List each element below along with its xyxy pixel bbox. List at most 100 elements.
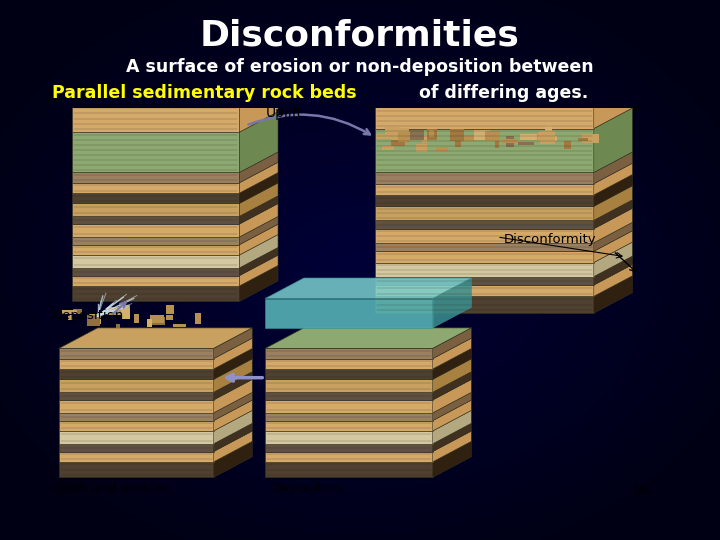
Polygon shape bbox=[59, 392, 214, 400]
Polygon shape bbox=[374, 172, 594, 184]
Polygon shape bbox=[72, 276, 239, 286]
Bar bbox=[398, 132, 410, 143]
Bar bbox=[505, 137, 514, 147]
Bar bbox=[422, 135, 426, 143]
Polygon shape bbox=[433, 410, 472, 444]
Polygon shape bbox=[374, 243, 594, 251]
Polygon shape bbox=[239, 79, 278, 132]
Polygon shape bbox=[433, 359, 472, 392]
Bar bbox=[92, 317, 99, 322]
Polygon shape bbox=[59, 359, 214, 369]
Text: Uplift: Uplift bbox=[266, 106, 303, 120]
Text: of differing ages.: of differing ages. bbox=[413, 84, 588, 102]
Polygon shape bbox=[59, 413, 214, 421]
Bar bbox=[166, 315, 174, 320]
Bar bbox=[107, 307, 118, 315]
Polygon shape bbox=[594, 46, 632, 93]
Polygon shape bbox=[214, 338, 252, 369]
Polygon shape bbox=[239, 234, 278, 268]
Bar bbox=[406, 130, 410, 140]
Bar bbox=[121, 308, 130, 319]
Polygon shape bbox=[265, 421, 433, 431]
Polygon shape bbox=[59, 451, 214, 462]
Polygon shape bbox=[239, 23, 278, 76]
Polygon shape bbox=[239, 196, 278, 224]
Polygon shape bbox=[239, 266, 278, 301]
Polygon shape bbox=[239, 255, 278, 286]
Bar bbox=[539, 132, 548, 141]
Polygon shape bbox=[72, 255, 239, 268]
Polygon shape bbox=[594, 174, 632, 206]
Bar bbox=[495, 133, 499, 147]
Polygon shape bbox=[214, 400, 252, 431]
Polygon shape bbox=[594, 242, 632, 276]
Bar bbox=[462, 135, 477, 141]
Polygon shape bbox=[59, 421, 214, 431]
Polygon shape bbox=[433, 441, 472, 477]
Polygon shape bbox=[374, 220, 594, 229]
Bar bbox=[151, 318, 166, 325]
Polygon shape bbox=[72, 132, 239, 172]
Polygon shape bbox=[72, 193, 239, 204]
Polygon shape bbox=[239, 163, 278, 193]
Polygon shape bbox=[594, 108, 632, 172]
Polygon shape bbox=[239, 183, 278, 217]
Bar bbox=[119, 305, 130, 314]
Polygon shape bbox=[594, 186, 632, 220]
Bar bbox=[111, 307, 120, 315]
Polygon shape bbox=[374, 184, 594, 195]
Polygon shape bbox=[594, 265, 632, 296]
Polygon shape bbox=[265, 462, 433, 477]
Polygon shape bbox=[374, 229, 594, 243]
Polygon shape bbox=[72, 245, 239, 255]
Polygon shape bbox=[72, 268, 239, 276]
Bar bbox=[541, 131, 555, 144]
Text: Deposition: Deposition bbox=[53, 309, 124, 322]
Polygon shape bbox=[239, 224, 278, 255]
Polygon shape bbox=[265, 328, 472, 348]
Polygon shape bbox=[72, 237, 239, 245]
Polygon shape bbox=[433, 380, 472, 413]
Polygon shape bbox=[72, 23, 278, 44]
Bar bbox=[582, 134, 599, 143]
Polygon shape bbox=[72, 183, 239, 193]
Polygon shape bbox=[433, 372, 472, 400]
Bar bbox=[450, 129, 464, 141]
Polygon shape bbox=[594, 200, 632, 229]
Polygon shape bbox=[374, 129, 594, 172]
Polygon shape bbox=[239, 0, 278, 23]
Polygon shape bbox=[59, 431, 214, 444]
Bar bbox=[410, 130, 424, 140]
Bar bbox=[429, 130, 434, 137]
Polygon shape bbox=[265, 444, 433, 451]
Polygon shape bbox=[594, 163, 632, 195]
Polygon shape bbox=[594, 152, 632, 184]
Polygon shape bbox=[59, 462, 214, 477]
Polygon shape bbox=[433, 393, 472, 421]
Bar bbox=[195, 313, 202, 324]
Polygon shape bbox=[265, 451, 433, 462]
Bar bbox=[520, 134, 537, 140]
Polygon shape bbox=[72, 0, 239, 23]
Polygon shape bbox=[72, 204, 239, 217]
Polygon shape bbox=[374, 276, 594, 285]
Polygon shape bbox=[265, 278, 472, 299]
Polygon shape bbox=[594, 276, 632, 313]
Polygon shape bbox=[59, 379, 214, 392]
Polygon shape bbox=[239, 112, 278, 172]
Bar bbox=[116, 324, 120, 328]
Bar bbox=[68, 315, 73, 320]
Polygon shape bbox=[214, 372, 252, 400]
Polygon shape bbox=[265, 431, 433, 444]
Bar bbox=[564, 141, 571, 149]
Polygon shape bbox=[265, 369, 433, 379]
Polygon shape bbox=[214, 380, 252, 413]
Bar bbox=[147, 319, 153, 327]
Polygon shape bbox=[433, 328, 472, 359]
Bar bbox=[87, 314, 99, 326]
Polygon shape bbox=[59, 400, 214, 413]
Polygon shape bbox=[265, 299, 433, 328]
Bar bbox=[474, 130, 490, 140]
Polygon shape bbox=[374, 93, 594, 129]
Polygon shape bbox=[374, 11, 632, 32]
